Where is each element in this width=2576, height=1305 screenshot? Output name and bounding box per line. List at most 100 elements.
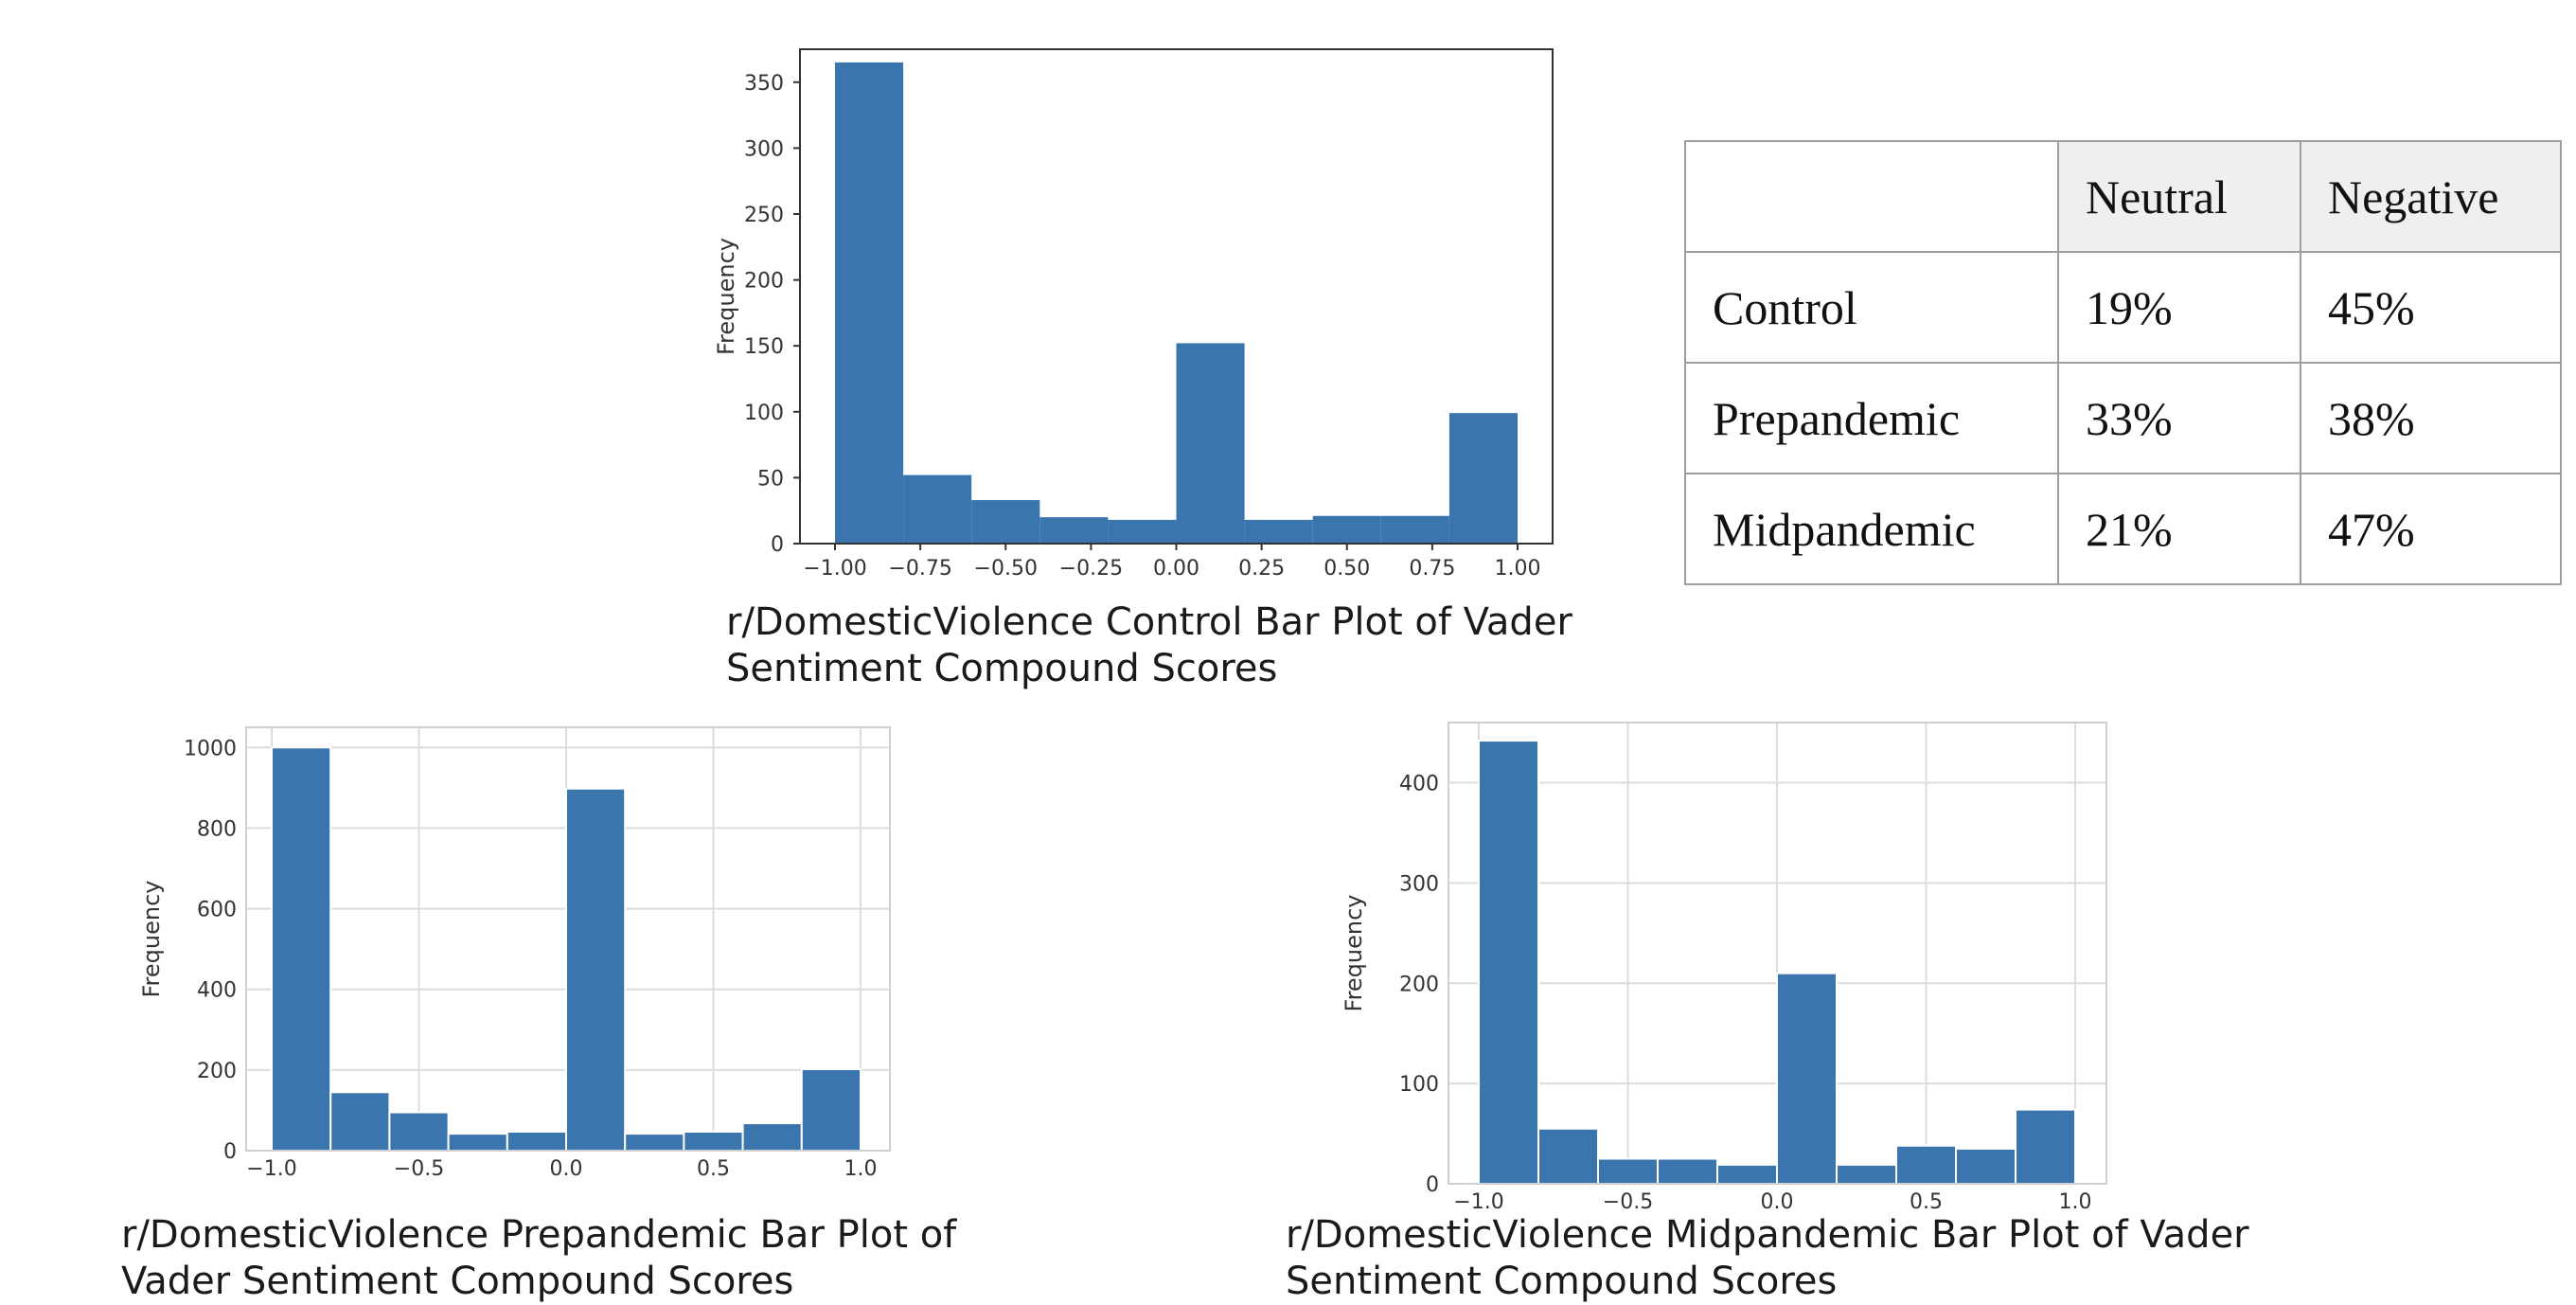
histogram-bar (1312, 515, 1381, 544)
y-axis-label: Frequency (138, 881, 165, 998)
y-axis-label: Frequency (713, 238, 739, 355)
x-tick-label: −1.0 (1453, 1190, 1503, 1214)
midpandemic-caption: r/DomesticViolence Midpandemic Bar Plot … (1286, 1212, 2249, 1305)
table-header-negative: Negative (2300, 140, 2562, 253)
y-tick-label: 0 (771, 533, 784, 557)
histogram-bar (388, 1111, 450, 1152)
x-tick-label: 0.5 (697, 1157, 730, 1181)
table-cell-label: Control (1684, 251, 2059, 364)
y-tick-label: 600 (197, 899, 237, 922)
histogram-bar (1448, 413, 1518, 544)
histogram-bar (1244, 519, 1313, 544)
y-tick-label: 100 (1399, 1073, 1439, 1097)
y-tick-label: 300 (744, 137, 784, 161)
prepandemic-caption-line-2: Vader Sentiment Compound Scores (121, 1260, 794, 1303)
histogram-bar (565, 787, 627, 1153)
histogram-bar (971, 500, 1040, 544)
x-tick-label: −0.25 (1059, 557, 1123, 581)
y-tick-label: 400 (197, 979, 237, 1003)
y-tick-label: 200 (744, 270, 784, 294)
x-tick-label: 0.0 (550, 1157, 583, 1181)
control-caption-line-2: Sentiment Compound Scores (726, 647, 1278, 690)
histogram-bar (1597, 1157, 1659, 1186)
plot-frame (245, 726, 891, 1152)
table-cell-label: Prepandemic (1684, 362, 2059, 474)
x-tick-label: 1.0 (2059, 1190, 2092, 1214)
y-tick-label: 200 (1399, 973, 1439, 996)
y-tick-label: 400 (1399, 773, 1439, 796)
control-caption-line-1: r/DomesticViolence Control Bar Plot of V… (726, 600, 1572, 644)
histogram-bar (1657, 1157, 1718, 1186)
x-tick-label: −0.75 (888, 557, 951, 581)
table-cell-neutral: 33% (2057, 362, 2301, 474)
histogram-bar (835, 62, 904, 545)
table-cell-neutral: 19% (2057, 251, 2301, 364)
x-tick-label: 1.00 (1495, 557, 1541, 581)
histogram-bar (1176, 343, 1245, 544)
prepandemic-caption: r/DomesticViolence Prepandemic Bar Plot … (121, 1212, 956, 1305)
x-tick-label: 0.25 (1238, 557, 1285, 581)
x-tick-label: −0.50 (974, 557, 1038, 581)
x-tick-label: 1.0 (844, 1157, 878, 1181)
table-row: Midpandemic 21% 47% (1684, 473, 2562, 585)
table-header-blank (1684, 140, 2059, 253)
y-tick-label: 100 (744, 402, 784, 425)
histogram-bar (1776, 972, 1838, 1185)
histogram-bar (741, 1122, 803, 1152)
histogram-bar (2015, 1108, 2076, 1185)
y-tick-label: 200 (197, 1060, 237, 1083)
table-cell-label: Midpandemic (1684, 473, 2059, 585)
x-tick-label: −0.5 (394, 1157, 444, 1181)
prepandemic-caption-line-1: r/DomesticViolence Prepandemic Bar Plot … (121, 1213, 957, 1257)
table-cell-negative: 38% (2300, 362, 2562, 474)
table-header-row: Neutral Negative (1684, 140, 2562, 253)
histogram-bar (1039, 517, 1109, 544)
y-tick-label: 800 (197, 817, 237, 841)
sentiment-table: Neutral Negative Control 19% 45% Prepand… (1684, 140, 2562, 585)
histogram-bar (506, 1130, 567, 1152)
table-cell-negative: 45% (2300, 251, 2562, 364)
x-tick-label: −0.5 (1603, 1190, 1653, 1214)
control-caption: r/DomesticViolence Control Bar Plot of V… (726, 599, 1572, 692)
midpandemic-histogram: −1.0 −0.5 0.0 0.5 1.0 0 100 200 300 400 Frequency (1341, 722, 2107, 1214)
midpandemic-caption-line-2: Sentiment Compound Scores (1286, 1260, 1838, 1303)
plot-frame (1448, 722, 2107, 1185)
midpandemic-caption-line-1: r/DomesticViolence Midpandemic Bar Plot … (1286, 1213, 2249, 1257)
histogram-bar (1108, 519, 1177, 544)
table-header-neutral: Neutral (2057, 140, 2301, 253)
y-tick-label: 0 (223, 1140, 237, 1164)
y-tick-label: 0 (1426, 1173, 1439, 1197)
histogram-bar (1836, 1163, 1897, 1186)
histogram-bar (903, 474, 972, 544)
histogram-bar (1380, 515, 1449, 544)
x-tick-label: 0.75 (1409, 557, 1455, 581)
x-tick-label: 0.0 (1761, 1190, 1794, 1214)
y-tick-label: 350 (744, 72, 784, 96)
y-tick-label: 50 (757, 467, 784, 491)
table-row: Prepandemic 33% 38% (1684, 362, 2562, 474)
prepandemic-histogram: −1.0 −0.5 0.0 0.5 1.0 0 200 400 600 800 1000 Freque… (138, 726, 891, 1181)
histogram-bar (1716, 1163, 1778, 1186)
control-histogram: −1.00 −0.75 −0.50 −0.25 0.00 0.25 0.50 0.75 1.00… (713, 48, 1554, 581)
y-tick-label: 1000 (184, 737, 237, 760)
x-tick-label: 0.00 (1153, 557, 1199, 581)
table-row: Control 19% 45% (1684, 251, 2562, 364)
histogram-bar (1537, 1127, 1599, 1185)
y-tick-label: 300 (1399, 872, 1439, 896)
histogram-bar (1955, 1147, 2016, 1185)
table-cell-negative: 47% (2300, 473, 2562, 585)
x-tick-label: −1.0 (246, 1157, 296, 1181)
histogram-bar (624, 1133, 685, 1152)
histogram-bar (1478, 740, 1539, 1186)
histogram-bar (329, 1091, 391, 1152)
histogram-bar (271, 746, 332, 1153)
histogram-bar (800, 1068, 862, 1152)
histogram-bar (447, 1133, 508, 1152)
y-tick-label: 150 (744, 335, 784, 359)
histogram-bar (683, 1130, 744, 1152)
histogram-bar (1895, 1144, 1957, 1185)
y-axis-label: Frequency (1341, 895, 1367, 1012)
x-tick-label: −1.00 (803, 557, 866, 581)
table-cell-neutral: 21% (2057, 473, 2301, 585)
x-tick-label: 0.5 (1910, 1190, 1943, 1214)
